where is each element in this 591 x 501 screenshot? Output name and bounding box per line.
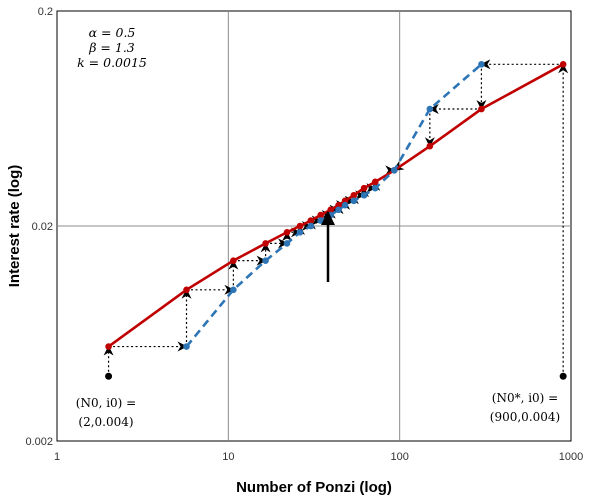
point-solid [307, 217, 315, 224]
point-solid [478, 105, 485, 113]
start-point [559, 372, 567, 380]
point-solid [426, 142, 434, 150]
x-tick-labels: 1 10 100 1000 [54, 451, 583, 463]
start-label-left-line2: (2,0.004) [78, 415, 133, 429]
y-tick-labels: 0.002 0.02 0.2 [25, 6, 53, 448]
point-dashed [307, 222, 315, 230]
start-label-left: (N0, i0) = (2,0.004) [76, 396, 136, 429]
point-dashed [296, 228, 304, 236]
start-point [105, 372, 113, 380]
point-dashed [230, 286, 237, 294]
point-dashed [371, 184, 379, 192]
param-alpha: α = 0.5 [89, 25, 136, 40]
point-solid [105, 343, 112, 350]
start-label-left-line1: (N0, i0) = [76, 396, 136, 410]
start-label-right-line1: (N0*, i0) = [492, 391, 558, 405]
param-k: k = 0.0015 [77, 55, 147, 70]
point-solid [335, 201, 342, 209]
series-solid-line [107, 63, 564, 348]
point-dashed [426, 105, 434, 113]
point-dashed [390, 167, 398, 174]
start-points [105, 372, 567, 380]
param-beta: β = 1.3 [88, 40, 135, 55]
point-solid [371, 178, 379, 186]
point-solid [230, 257, 237, 264]
point-dashed [183, 343, 190, 350]
y-axis-label: Interest rate (log) [6, 165, 23, 288]
x-tick-label: 100 [390, 451, 408, 463]
point-dashed [262, 257, 269, 264]
point-dashed [360, 191, 368, 199]
x-tick-label: 1000 [559, 451, 583, 463]
point-dashed [283, 240, 291, 247]
point-dashed [317, 217, 324, 224]
point-solid [559, 61, 567, 68]
parameter-box: α = 0.5 β = 1.3 k = 0.0015 [77, 25, 147, 70]
point-solid [296, 222, 304, 230]
y-tick-label: 0.2 [38, 6, 53, 18]
start-label-right-line2: (900,0.004) [490, 410, 560, 424]
point-dashed [341, 201, 349, 209]
point-solid [183, 286, 190, 294]
point-solid [350, 191, 358, 199]
x-tick-label: 1 [54, 451, 60, 463]
x-axis-label: Number of Ponzi (log) [236, 479, 392, 496]
x-tick-label: 10 [222, 451, 234, 463]
point-dashed [478, 61, 485, 68]
start-label-right: (N0*, i0) = (900,0.004) [490, 391, 560, 424]
point-solid [262, 240, 269, 247]
y-tick-label: 0.02 [32, 221, 53, 233]
point-dashed [335, 206, 342, 214]
point-solid [360, 184, 368, 192]
point-solid [283, 228, 291, 236]
point-dashed [350, 197, 358, 205]
y-tick-label: 0.002 [25, 436, 53, 448]
